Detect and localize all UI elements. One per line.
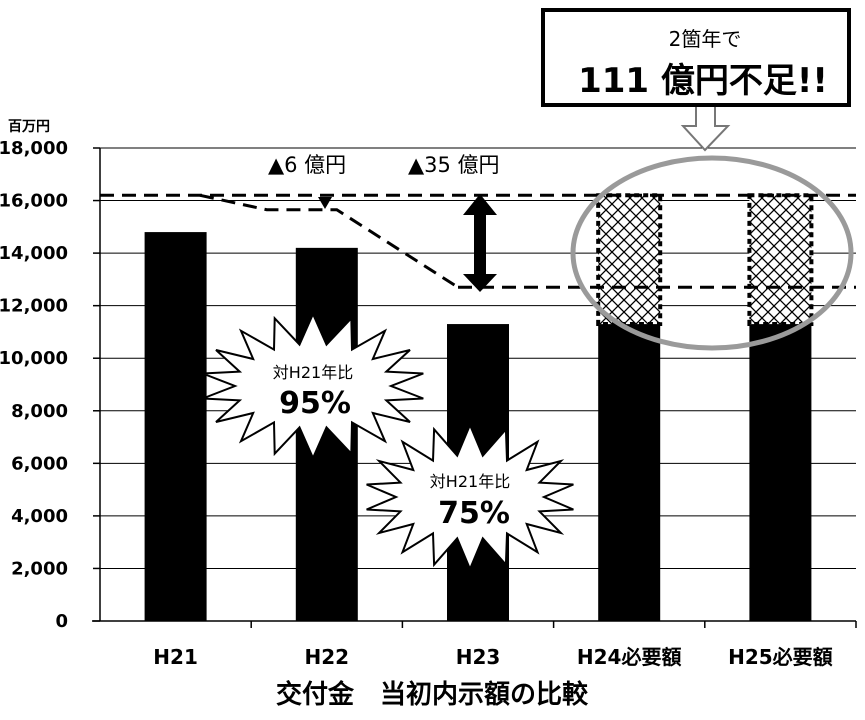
burst-h23-line1: 対H21年比 — [430, 472, 510, 491]
y-tick-label: 18,000 — [0, 138, 68, 159]
x-tick-label: H21 — [153, 645, 198, 669]
shortfall-ellipse — [570, 155, 854, 351]
decrease-label-h22: ▲6 億円 — [268, 153, 346, 177]
y-tick-label: 0 — [55, 611, 68, 632]
shortfall-callout: 2箇年で 111 億円不足!! — [541, 8, 851, 107]
burst-h22-line1: 対H21年比 — [273, 363, 353, 382]
y-tick-label: 14,000 — [0, 243, 68, 264]
x-tick-label: H23 — [456, 645, 501, 669]
y-tick-label: 10,000 — [0, 348, 68, 369]
x-tick-label: H24必要額 — [577, 645, 682, 669]
y-tick-label: 4,000 — [11, 506, 68, 527]
reference-lines — [100, 193, 856, 289]
decline-connector — [199, 193, 459, 289]
ratio-burst-h23: 対H21年比 75% — [366, 422, 574, 572]
gap-double-arrow — [463, 194, 497, 292]
ratio-burst-h22: 対H21年比 95% — [202, 311, 424, 461]
bar — [749, 324, 812, 621]
decrease-label-h23: ▲35 億円 — [408, 153, 500, 177]
chart-title: 交付金 当初内示額の比較 — [276, 679, 589, 710]
bar — [144, 232, 207, 622]
y-unit-label: 百万円 — [8, 119, 50, 135]
y-tick-label: 16,000 — [0, 191, 68, 212]
shortfall-segment — [747, 193, 814, 327]
callout-line1: 2箇年で — [669, 27, 742, 51]
bar — [598, 324, 661, 621]
y-tick-label: 2,000 — [11, 558, 68, 579]
burst-h23-line2: 75% — [438, 496, 510, 531]
y-tick-labels: 0 2,000 4,000 6,000 8,000 10,000 12,000 14,000 1… — [0, 138, 68, 632]
h22-decrease-marker — [318, 197, 332, 209]
shortfall-segment — [596, 193, 663, 327]
burst-h22-line2: 95% — [279, 386, 351, 421]
x-tick-label: H22 — [305, 645, 350, 669]
x-tick-label: H25必要額 — [728, 645, 833, 669]
y-tick-label: 12,000 — [0, 296, 68, 317]
y-tick-label: 6,000 — [11, 453, 68, 474]
y-tick-label: 8,000 — [11, 401, 68, 422]
callout-line2: 111 億円不足!! — [578, 61, 828, 101]
x-tick-labels: H21 H22 H23 H24必要額 H25必要額 — [153, 621, 857, 669]
